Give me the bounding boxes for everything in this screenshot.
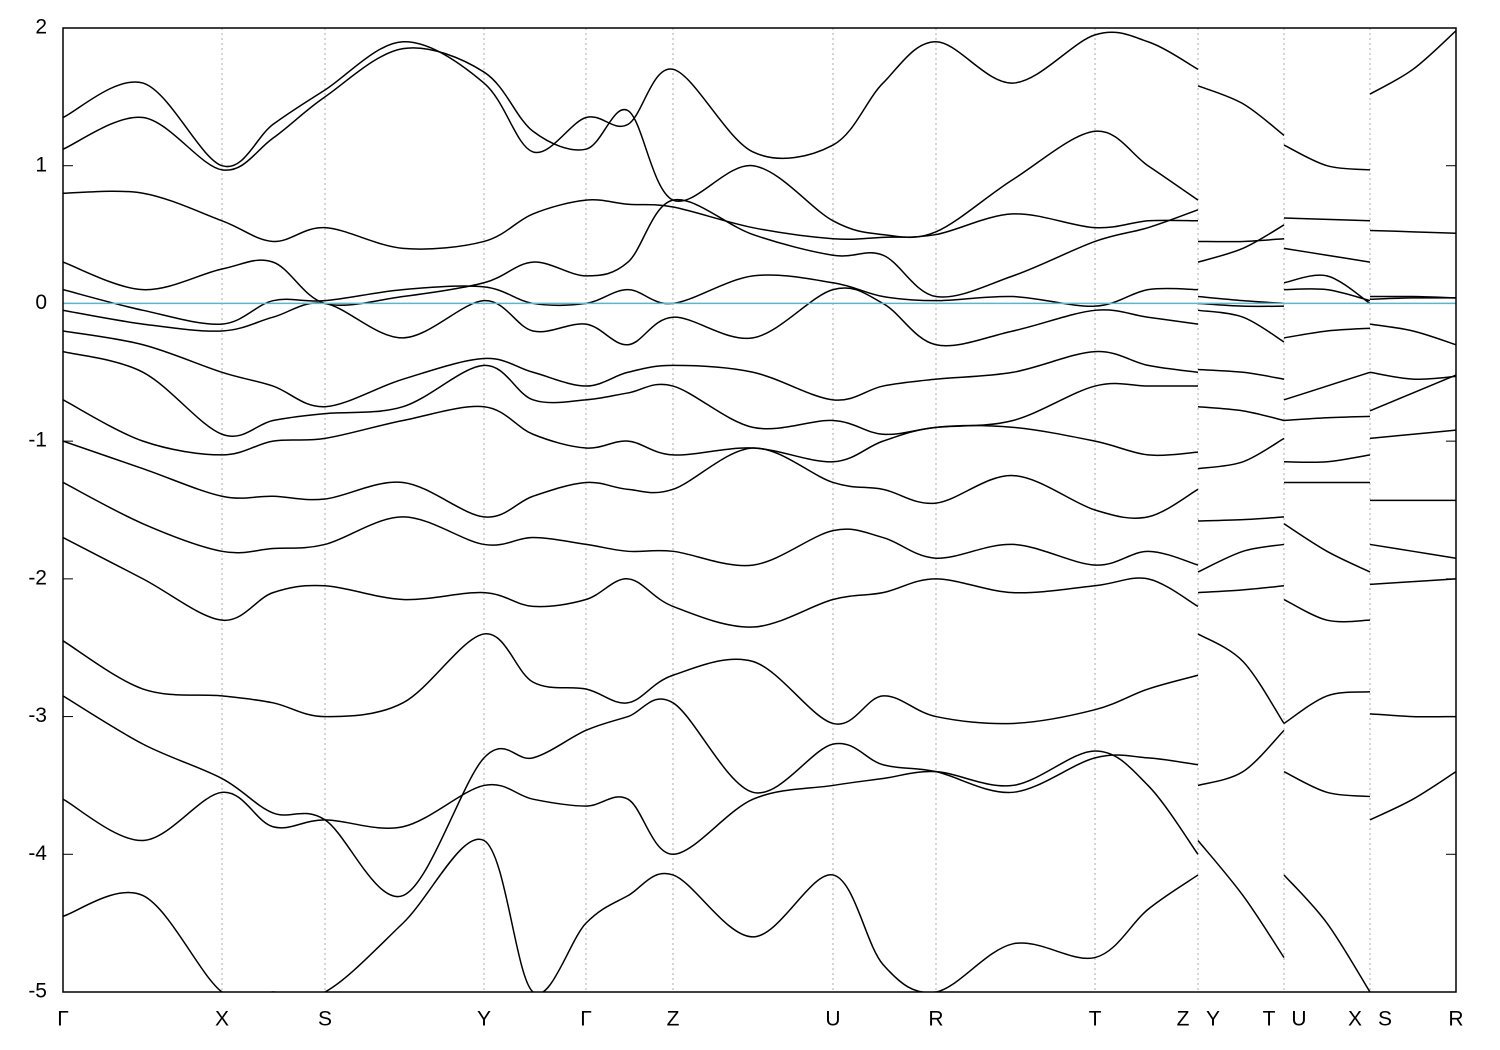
x-tick-label: Y — [1206, 1008, 1220, 1031]
y-tick-label: -3 — [28, 704, 47, 727]
band-line — [1283, 598, 1371, 623]
band-line — [1197, 437, 1285, 470]
y-tick-label: 1 — [35, 153, 47, 176]
band-line — [63, 47, 1199, 239]
y-tick-label: -5 — [28, 980, 47, 1003]
x-tick-label: T — [1089, 1008, 1102, 1031]
band-line — [63, 838, 1199, 992]
x-tick-label: S — [1378, 1008, 1392, 1031]
x-tick-label: Z — [1177, 1008, 1190, 1031]
y-tick-label: -2 — [28, 566, 47, 589]
band-line — [1197, 85, 1285, 137]
band-line — [1197, 633, 1285, 724]
band-line — [63, 536, 1199, 628]
band-line — [1197, 237, 1285, 243]
band-line — [63, 287, 1199, 347]
band-line — [63, 198, 1199, 307]
x-tick-label: T — [1263, 1008, 1276, 1031]
band-line — [1197, 543, 1285, 573]
band-line — [1197, 584, 1285, 594]
x-tick-label: X — [215, 1008, 229, 1031]
band-line — [1283, 217, 1371, 222]
band-line — [1369, 30, 1456, 95]
x-tick-label: Y — [477, 1008, 491, 1031]
x-tick-label: Γ — [57, 1008, 69, 1031]
x-tick-label: R — [1448, 1008, 1463, 1031]
band-line — [1283, 770, 1371, 798]
band-line — [63, 750, 1199, 856]
band-line — [63, 481, 1199, 567]
band-line — [1369, 771, 1456, 821]
x-tick-label: U — [1291, 1008, 1306, 1031]
y-tick-label: -4 — [28, 842, 47, 865]
band-line — [1197, 309, 1285, 343]
band-line — [1369, 429, 1456, 440]
band-line — [1197, 516, 1285, 522]
band-line — [1197, 729, 1285, 787]
band-line — [1369, 374, 1456, 412]
band-line — [1283, 874, 1371, 992]
x-tick-label: Γ — [580, 1008, 592, 1031]
band-line — [1197, 840, 1285, 958]
x-tick-label: Z — [667, 1008, 680, 1031]
plot-area — [63, 30, 1456, 992]
x-tick-label: X — [1348, 1008, 1362, 1031]
band-line — [63, 399, 1199, 463]
band-line — [1283, 415, 1371, 422]
band-line — [1197, 368, 1285, 380]
y-tick-label: -1 — [28, 429, 47, 452]
band-line — [63, 350, 1198, 437]
band-line — [63, 330, 1199, 408]
band-line — [63, 633, 1199, 725]
band-line — [1283, 247, 1371, 263]
band-line — [63, 31, 1199, 168]
plot-frame — [62, 27, 1457, 993]
x-tick-label: S — [318, 1008, 332, 1031]
x-tick-label: R — [928, 1008, 943, 1031]
band-line — [1283, 327, 1371, 339]
band-line — [63, 274, 1199, 325]
band-line — [1283, 691, 1371, 725]
band-line — [1283, 454, 1371, 464]
y-tick-label: 0 — [35, 291, 47, 314]
band-line — [1369, 543, 1456, 559]
band-line — [1283, 371, 1371, 401]
band-line — [1283, 144, 1371, 171]
band-line — [1197, 405, 1285, 422]
band-line — [1283, 274, 1371, 305]
y-tick-label: 2 — [35, 16, 47, 39]
band-line — [1197, 224, 1285, 263]
band-line — [63, 695, 1199, 898]
band-line — [1369, 371, 1456, 381]
band-line — [1369, 323, 1456, 346]
band-line — [1369, 578, 1456, 586]
band-line — [1283, 288, 1371, 302]
band-line — [1369, 713, 1456, 718]
band-line — [1369, 297, 1456, 301]
x-tick-label: U — [825, 1008, 840, 1031]
band-line — [63, 190, 1199, 250]
band-line — [63, 440, 1199, 519]
band-line — [1369, 229, 1456, 234]
band-line — [1283, 523, 1371, 573]
